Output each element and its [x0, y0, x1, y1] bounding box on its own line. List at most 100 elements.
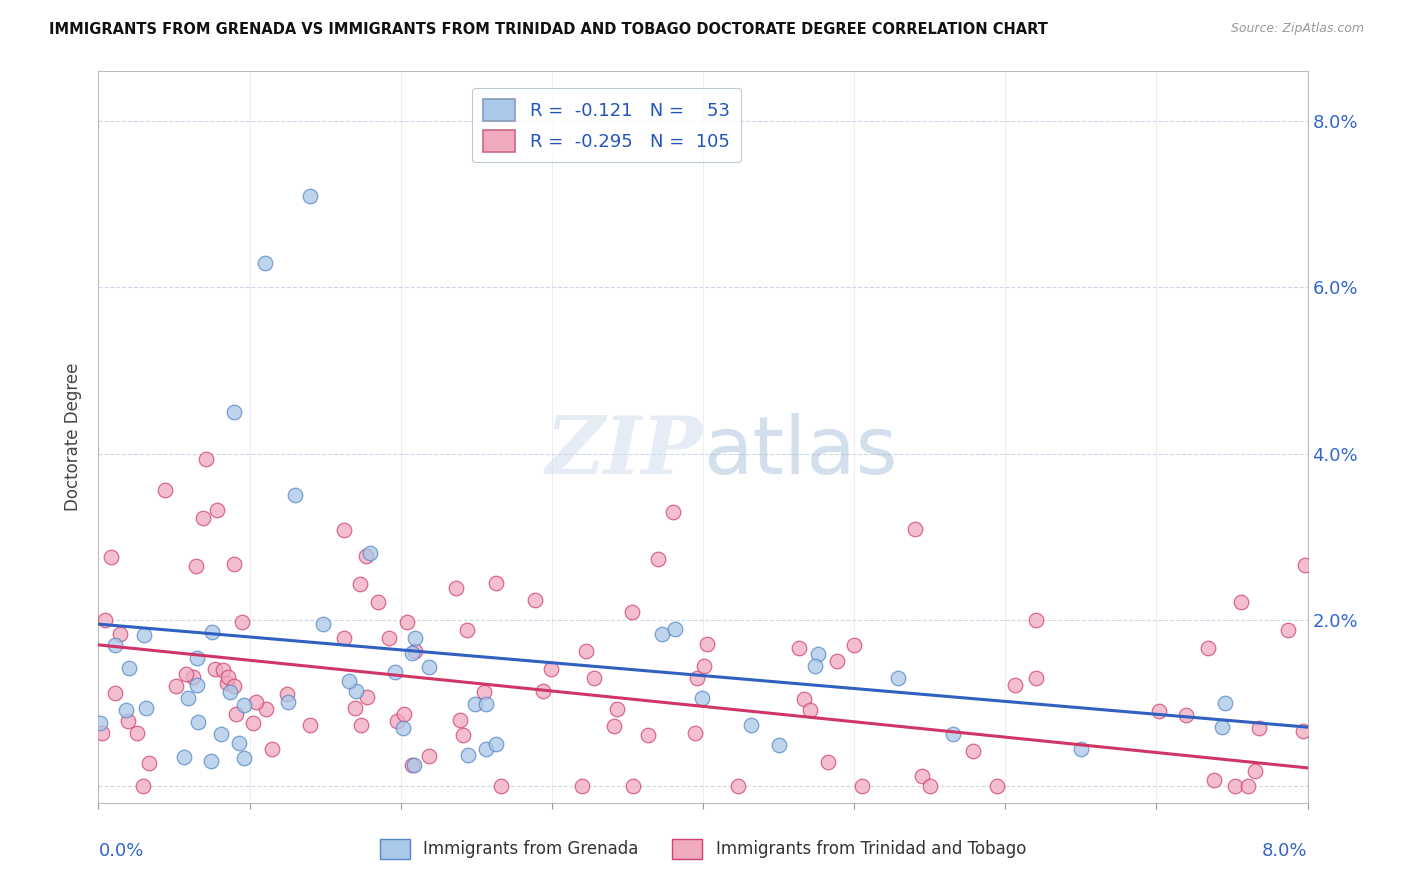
- Point: [803, 659, 825, 673]
- Point: [191, 511, 214, 525]
- Point: [367, 595, 389, 609]
- Point: [132, 628, 155, 642]
- Point: [378, 631, 401, 645]
- Point: [1213, 696, 1236, 710]
- Point: [228, 736, 250, 750]
- Point: [204, 662, 226, 676]
- Point: [690, 690, 713, 705]
- Point: [451, 727, 474, 741]
- Point: [209, 727, 232, 741]
- Point: [115, 703, 138, 717]
- Point: [298, 718, 321, 732]
- Point: [474, 685, 496, 699]
- Point: [1197, 640, 1219, 655]
- Point: [219, 684, 242, 698]
- Point: [1223, 779, 1246, 793]
- Point: [312, 617, 335, 632]
- Point: [661, 505, 683, 519]
- Point: [349, 576, 371, 591]
- Point: [103, 638, 125, 652]
- Point: [696, 637, 718, 651]
- Point: [817, 755, 839, 769]
- Point: [583, 671, 606, 685]
- Point: [104, 686, 127, 700]
- Point: [851, 779, 873, 793]
- Point: [392, 721, 415, 735]
- Point: [918, 779, 941, 793]
- Point: [332, 631, 354, 645]
- Point: [194, 451, 217, 466]
- Point: [787, 640, 810, 655]
- Point: [253, 255, 276, 269]
- Point: [344, 683, 367, 698]
- Point: [942, 727, 965, 741]
- Point: [1070, 741, 1092, 756]
- Point: [1025, 671, 1047, 685]
- Point: [1147, 704, 1170, 718]
- Point: [485, 576, 508, 591]
- Legend: R =  -0.121   N =    53, R =  -0.295   N =  105: R = -0.121 N = 53, R = -0.295 N = 105: [472, 87, 741, 162]
- Point: [343, 701, 366, 715]
- Point: [354, 549, 377, 563]
- Point: [117, 714, 139, 729]
- Point: [651, 627, 673, 641]
- Point: [540, 661, 562, 675]
- Point: [135, 701, 157, 715]
- Point: [1230, 595, 1253, 609]
- Point: [693, 658, 716, 673]
- Point: [683, 725, 706, 739]
- Point: [444, 582, 467, 596]
- Point: [904, 521, 927, 535]
- Point: [986, 779, 1008, 793]
- Point: [254, 702, 277, 716]
- Point: [402, 758, 425, 772]
- Point: [260, 742, 283, 756]
- Point: [349, 718, 371, 732]
- Point: [217, 676, 239, 690]
- Point: [138, 756, 160, 770]
- Point: [94, 613, 117, 627]
- Point: [401, 646, 423, 660]
- Point: [740, 718, 762, 732]
- Text: Source: ZipAtlas.com: Source: ZipAtlas.com: [1230, 22, 1364, 36]
- Point: [233, 751, 256, 765]
- Point: [886, 671, 908, 685]
- Point: [524, 592, 547, 607]
- Point: [1249, 722, 1271, 736]
- Point: [284, 488, 307, 502]
- Point: [205, 502, 228, 516]
- Text: 0.0%: 0.0%: [98, 842, 143, 860]
- Point: [277, 695, 299, 709]
- Point: [187, 715, 209, 730]
- Point: [793, 692, 815, 706]
- Point: [231, 615, 253, 629]
- Text: ZIP: ZIP: [546, 413, 703, 491]
- Point: [90, 726, 112, 740]
- Point: [768, 739, 790, 753]
- Point: [225, 706, 247, 721]
- Point: [394, 706, 416, 721]
- Point: [212, 663, 235, 677]
- Point: [118, 661, 141, 675]
- Point: [1294, 558, 1316, 573]
- Point: [176, 666, 198, 681]
- Text: IMMIGRANTS FROM GRENADA VS IMMIGRANTS FROM TRINIDAD AND TOBAGO DOCTORATE DEGREE : IMMIGRANTS FROM GRENADA VS IMMIGRANTS FR…: [49, 22, 1047, 37]
- Point: [89, 716, 111, 731]
- Point: [475, 741, 498, 756]
- Point: [1204, 772, 1226, 787]
- Point: [418, 660, 440, 674]
- Point: [108, 627, 131, 641]
- Point: [603, 719, 626, 733]
- Point: [395, 615, 418, 630]
- Point: [911, 769, 934, 783]
- Point: [1025, 613, 1047, 627]
- Point: [276, 687, 298, 701]
- Point: [242, 716, 264, 731]
- Point: [620, 605, 643, 619]
- Text: 8.0%: 8.0%: [1263, 842, 1308, 860]
- Point: [531, 683, 554, 698]
- Point: [224, 557, 246, 571]
- Point: [686, 672, 709, 686]
- Point: [360, 546, 382, 560]
- Point: [387, 714, 409, 728]
